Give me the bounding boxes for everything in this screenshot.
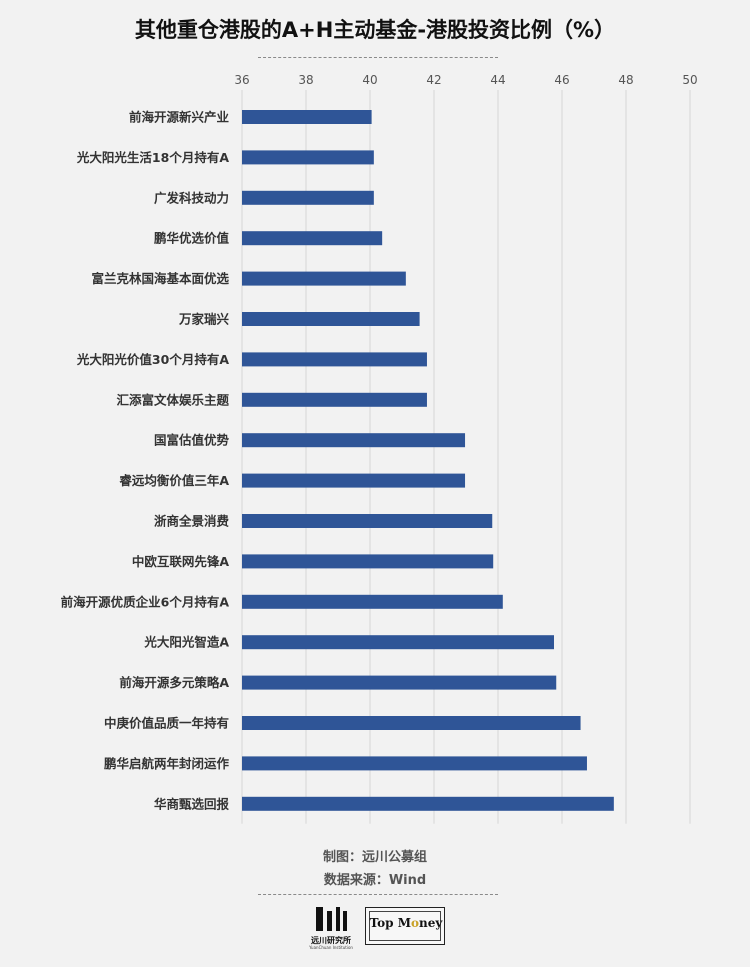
category-label: 汇添富文体娱乐主题 <box>116 392 229 407</box>
category-label: 万家瑞兴 <box>178 312 230 327</box>
bar <box>242 635 554 650</box>
bar <box>242 796 614 811</box>
bar <box>242 190 374 205</box>
category-label: 中庚价值品质一年持有 <box>104 716 229 731</box>
category-label: 睿远均衡价值三年A <box>119 473 229 488</box>
category-label: 前海开源多元策略A <box>119 675 229 690</box>
category-label: 光大阳光生活18个月持有A <box>76 150 229 165</box>
yuanchuan-logo-sub: YuanChuan Institution <box>309 945 353 950</box>
credit-source: 数据来源：Wind <box>323 873 427 888</box>
category-label: 广发科技动力 <box>154 190 229 205</box>
x-tick-label: 44 <box>490 73 505 87</box>
bar <box>242 110 372 124</box>
bar <box>242 594 503 609</box>
footer-divider <box>258 894 498 895</box>
category-label: 光大阳光智造A <box>143 635 229 650</box>
topmoney-logo: Top Money <box>365 907 445 945</box>
x-tick-label: 48 <box>618 73 633 87</box>
category-label: 前海开源新兴产业 <box>129 110 230 125</box>
category-label: 前海开源优质企业6个月持有A <box>61 594 230 609</box>
topmoney-logo-text: Top Money <box>369 916 443 930</box>
category-label: 鹏华优选价值 <box>154 231 230 246</box>
bar <box>242 231 383 246</box>
chart-title: 其他重仓港股的A+H主动基金-港股投资比例（%） <box>134 18 616 42</box>
category-label: 中欧互联网先锋A <box>132 554 230 569</box>
category-label: 国富估值优势 <box>154 433 230 448</box>
x-tick-label: 42 <box>426 73 441 87</box>
bar <box>242 433 466 448</box>
bar <box>242 675 557 690</box>
category-label: 华商甄选回报 <box>154 796 230 811</box>
bar <box>242 554 494 569</box>
x-tick-label: 36 <box>234 73 249 87</box>
x-tick-label: 40 <box>362 73 377 87</box>
x-tick-label: 46 <box>554 73 569 87</box>
yuanchuan-logo-name: 远川研究所 <box>311 936 351 945</box>
x-tick-label: 50 <box>682 73 697 87</box>
bar <box>242 352 427 367</box>
bar <box>242 473 466 488</box>
category-label: 富兰克林国海基本面优选 <box>91 271 229 286</box>
bar <box>242 514 493 528</box>
bar <box>242 392 427 407</box>
bar <box>242 271 406 286</box>
bar <box>242 756 587 771</box>
bar <box>242 312 420 326</box>
category-label: 光大阳光价值30个月持有A <box>76 352 229 367</box>
title-divider <box>258 57 498 58</box>
bar <box>242 150 374 165</box>
x-tick-label: 38 <box>298 73 313 87</box>
category-label: 浙商全景消费 <box>154 514 230 529</box>
credit-made-by: 制图：远川公募组 <box>322 850 427 865</box>
yuanchuan-logo: 远川研究所 YuanChuan Institution <box>306 905 356 953</box>
bar <box>242 716 581 730</box>
category-label: 鹏华启航两年封闭运作 <box>104 756 230 771</box>
